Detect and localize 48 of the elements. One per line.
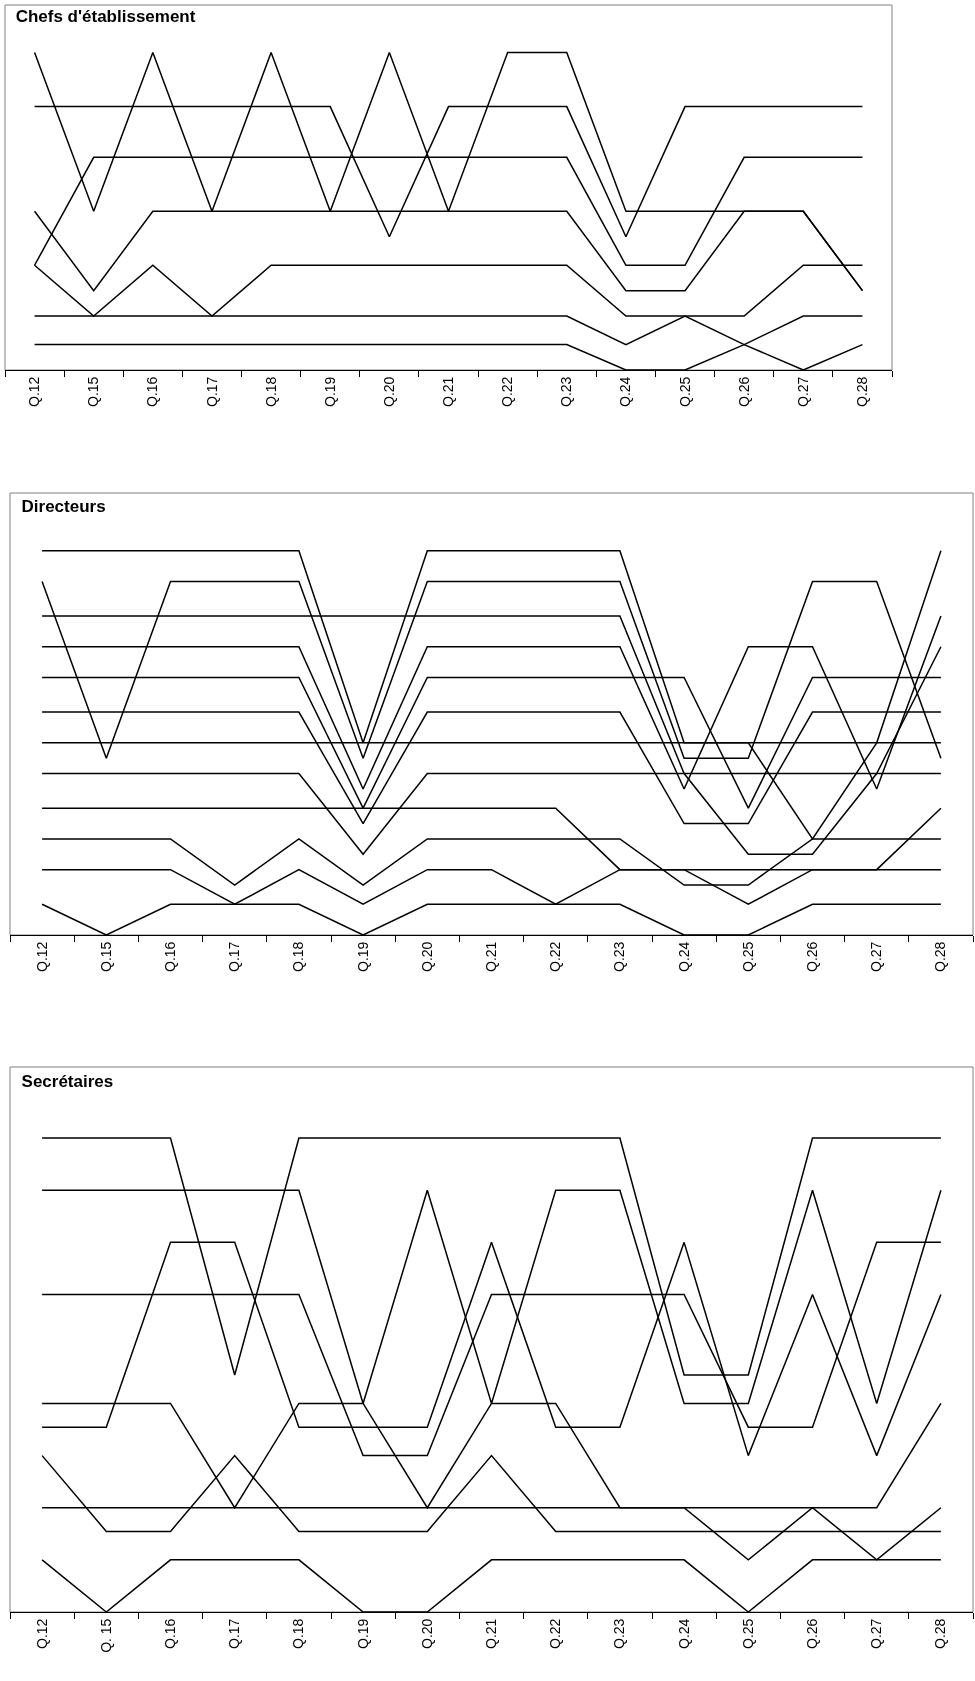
x-tick-label: Q.23	[611, 1618, 628, 1649]
x-tick-label: Q.28	[932, 1618, 949, 1649]
x-tick-label: Q.26	[735, 376, 752, 407]
x-tick-label: Q.15	[97, 941, 114, 972]
x-tick-label: Q.22	[547, 941, 564, 972]
x-tick-label: Q.26	[804, 1618, 821, 1649]
x-tick-label: Q.26	[804, 941, 821, 972]
x-tick-label: Q.18	[290, 941, 307, 972]
x-tick-label: Q.25	[676, 376, 693, 407]
chart-title: Secrétaires	[21, 1072, 114, 1092]
x-tick-label: Q.16	[162, 1618, 179, 1649]
x-tick-label: Q. 15	[97, 1618, 114, 1653]
x-tick-label: Q.15	[85, 376, 102, 407]
x-tick-label: Q.25	[739, 941, 756, 972]
x-tick-label: Q.19	[354, 941, 371, 972]
x-tick-label: Q.21	[440, 376, 457, 407]
x-tick-label: Q.17	[226, 1618, 243, 1649]
x-tick-label: Q.23	[558, 376, 575, 407]
x-tick-label: Q.12	[33, 1618, 50, 1649]
x-tick-label: Q.12	[26, 376, 43, 407]
x-tick-label: Q.20	[380, 376, 397, 407]
x-tick-label: Q.27	[868, 1618, 885, 1649]
x-tick-label: Q.27	[868, 941, 885, 972]
x-tick-label: Q.12	[33, 941, 50, 972]
x-tick-label: Q.19	[354, 1618, 371, 1649]
x-tick-label: Q.18	[262, 376, 279, 407]
x-tick-label: Q.27	[794, 376, 811, 407]
x-tick-label: Q.20	[418, 1618, 435, 1649]
x-tick-label: Q.20	[418, 941, 435, 972]
x-tick-label: Q.28	[932, 941, 949, 972]
x-tick-label: Q.16	[144, 376, 161, 407]
x-tick-label: Q.16	[162, 941, 179, 972]
x-tick-label: Q.24	[675, 941, 692, 972]
x-tick-label: Q.18	[290, 1618, 307, 1649]
x-tick-label: Q.17	[203, 376, 220, 407]
x-tick-label: Q.24	[675, 1618, 692, 1649]
x-tick-label: Q.19	[321, 376, 338, 407]
x-tick-label: Q.24	[617, 376, 634, 407]
chart-title: Directeurs	[21, 496, 106, 516]
x-tick-label: Q.22	[499, 376, 516, 407]
x-tick-label: Q.28	[853, 376, 870, 407]
chart-title: Chefs d'établissement	[15, 7, 196, 27]
x-tick-label: Q.21	[483, 941, 500, 972]
x-tick-label: Q.21	[483, 1618, 500, 1649]
x-tick-label: Q.22	[547, 1618, 564, 1649]
x-tick-label: Q.25	[739, 1618, 756, 1649]
x-tick-label: Q.17	[226, 941, 243, 972]
x-tick-label: Q.23	[611, 941, 628, 972]
